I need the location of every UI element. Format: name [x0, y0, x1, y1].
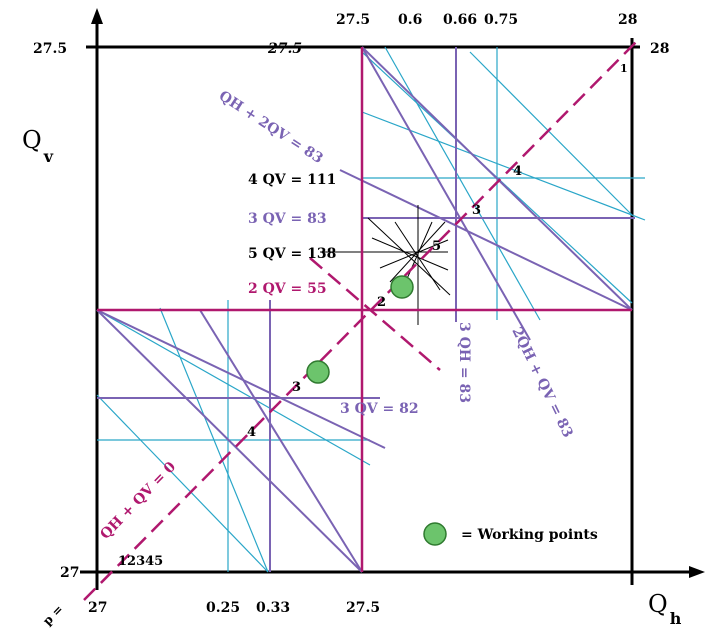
tick-label-top: 0.6 — [398, 12, 422, 28]
tick-label-left: 27 — [60, 565, 79, 581]
point-number: 3 — [292, 380, 301, 395]
tick-label-bottom: 27 — [88, 600, 107, 616]
point-number: 4 — [247, 425, 256, 440]
purple-resonance-lines — [96, 46, 635, 573]
point-number: 5 — [432, 239, 441, 254]
tick-label-bottom: 0.33 — [256, 600, 290, 616]
black-resonance-lines — [320, 205, 451, 325]
legend-text: = Working points — [461, 527, 598, 543]
label-qh-qv-0: QH + QV = 0 — [97, 459, 179, 543]
tick-label-right-corner: 28 — [650, 41, 669, 57]
label-5qv: 5 QV = 138 — [248, 246, 336, 262]
point-number: 3 — [472, 203, 481, 218]
point-number: 2 — [377, 295, 386, 310]
tick-label-bottom: 27.5 — [346, 600, 380, 616]
corner-label-top-right: 1 — [620, 62, 628, 75]
tick-label-inner-top: 27.5 — [267, 41, 302, 57]
tick-label-bottom: 0.25 — [206, 600, 240, 616]
point-number: 4 — [513, 164, 522, 179]
label-4qv: 4 QV = 111 — [248, 172, 336, 188]
magenta-resonance-lines — [83, 37, 641, 601]
working-point — [306, 360, 330, 384]
legend-working-point-icon — [423, 522, 447, 546]
tick-label-top: 0.75 — [484, 12, 518, 28]
label-3qv-82: 3 QV = 82 — [340, 401, 419, 417]
tick-label-left: 27.5 — [33, 41, 67, 57]
corner-label-bottom-left: 12345 — [118, 554, 163, 569]
label-3qh: 3 QH = 83 — [456, 322, 472, 403]
tick-label-top: 27.5 — [336, 12, 370, 28]
working-point — [390, 275, 414, 299]
label-p-eq: p = — [40, 602, 66, 628]
tick-label-top: 0.66 — [443, 12, 477, 28]
label-2qh-qv: 2QH + QV = 83 — [508, 325, 575, 440]
x-axis-label: Qh — [648, 590, 682, 628]
label-qh-2qv: QH + 2QV = 83 — [216, 88, 326, 167]
label-3qv-83: 3 QV = 83 — [248, 211, 327, 227]
x-axis-arrow-icon — [689, 566, 705, 578]
label-2qv: 2 QV = 55 — [248, 281, 327, 297]
tick-label-top: 28 — [618, 12, 637, 28]
y-axis-arrow-icon — [91, 8, 103, 24]
y-axis-label: Qv — [22, 126, 54, 166]
